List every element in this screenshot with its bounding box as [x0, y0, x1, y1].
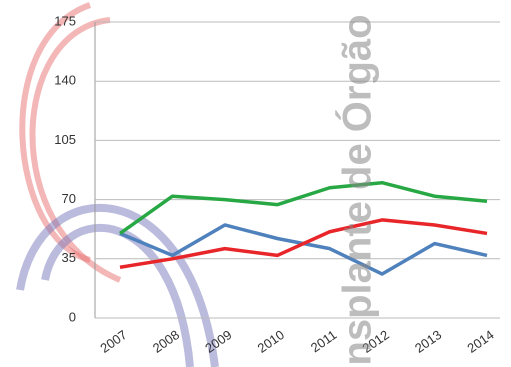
decoration: [16, 2, 219, 367]
watermark: nsplante de Órgão: [334, 14, 380, 365]
y-tick-label: 70: [62, 191, 76, 206]
y-tick-label: 140: [54, 73, 76, 88]
y-tick-label: 175: [54, 13, 76, 28]
arc: [41, 223, 194, 367]
x-tick-label: 2007: [97, 327, 129, 356]
x-tick-label: 2008: [150, 327, 182, 356]
y-tick-label: 105: [54, 132, 76, 147]
series-line: [118, 180, 488, 235]
y-tick-label: 0: [69, 309, 76, 324]
x-tick-label: 2013: [412, 327, 444, 356]
series-line: [119, 218, 488, 269]
arc: [16, 203, 219, 367]
arc: [29, 17, 122, 283]
x-tick-label: 2014: [464, 327, 496, 356]
y-tick-label: 35: [62, 250, 76, 265]
x-tick-label: 2010: [255, 327, 287, 356]
